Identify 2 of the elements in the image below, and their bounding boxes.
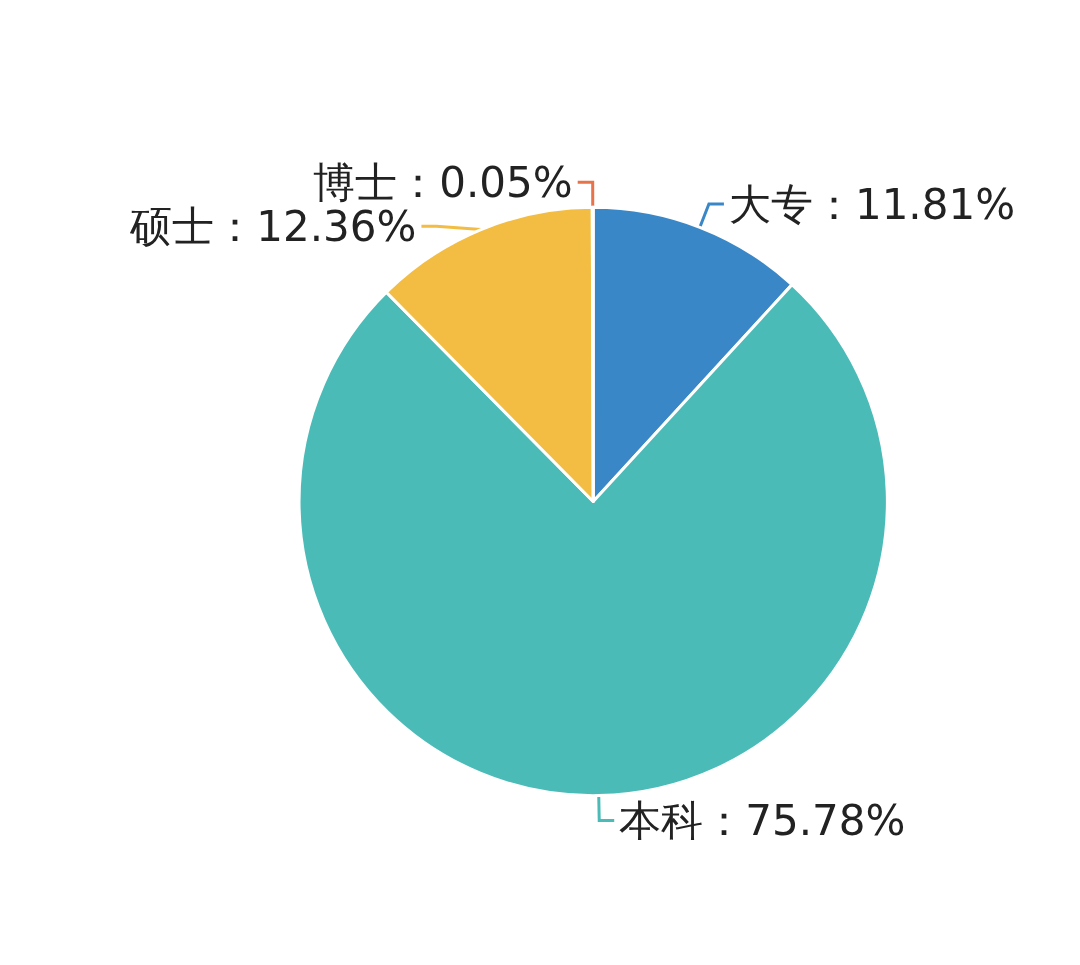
slice-label: 大专：11.81% [728,179,1016,229]
slice-label: 本科：75.78% [619,796,906,846]
